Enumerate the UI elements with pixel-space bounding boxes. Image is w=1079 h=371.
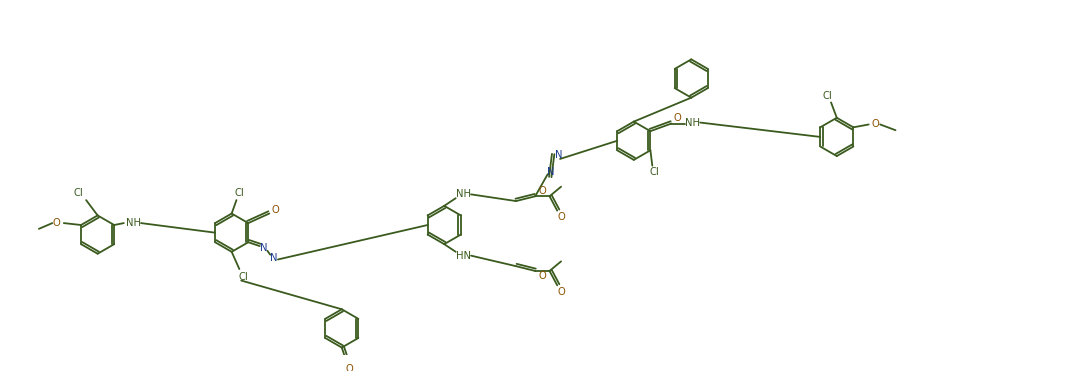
Text: N: N bbox=[271, 253, 278, 263]
Text: O: O bbox=[271, 205, 279, 215]
Text: HN: HN bbox=[456, 251, 470, 261]
Text: Cl: Cl bbox=[650, 167, 659, 177]
Text: O: O bbox=[345, 364, 353, 371]
Text: O: O bbox=[557, 287, 565, 297]
Text: N: N bbox=[260, 243, 268, 253]
Text: O: O bbox=[52, 218, 60, 228]
Text: NH: NH bbox=[126, 218, 141, 228]
Text: NH: NH bbox=[456, 189, 470, 199]
Text: NH: NH bbox=[685, 118, 700, 128]
Text: Cl: Cl bbox=[234, 188, 244, 198]
Text: Cl: Cl bbox=[822, 91, 832, 101]
Text: N: N bbox=[547, 167, 555, 177]
Text: O: O bbox=[673, 113, 681, 123]
Text: Cl: Cl bbox=[73, 188, 83, 198]
Text: N: N bbox=[556, 150, 563, 160]
Text: O: O bbox=[872, 119, 879, 129]
Text: O: O bbox=[557, 212, 565, 222]
Text: O: O bbox=[540, 187, 547, 197]
Text: Cl: Cl bbox=[238, 272, 248, 282]
Text: O: O bbox=[540, 271, 547, 281]
